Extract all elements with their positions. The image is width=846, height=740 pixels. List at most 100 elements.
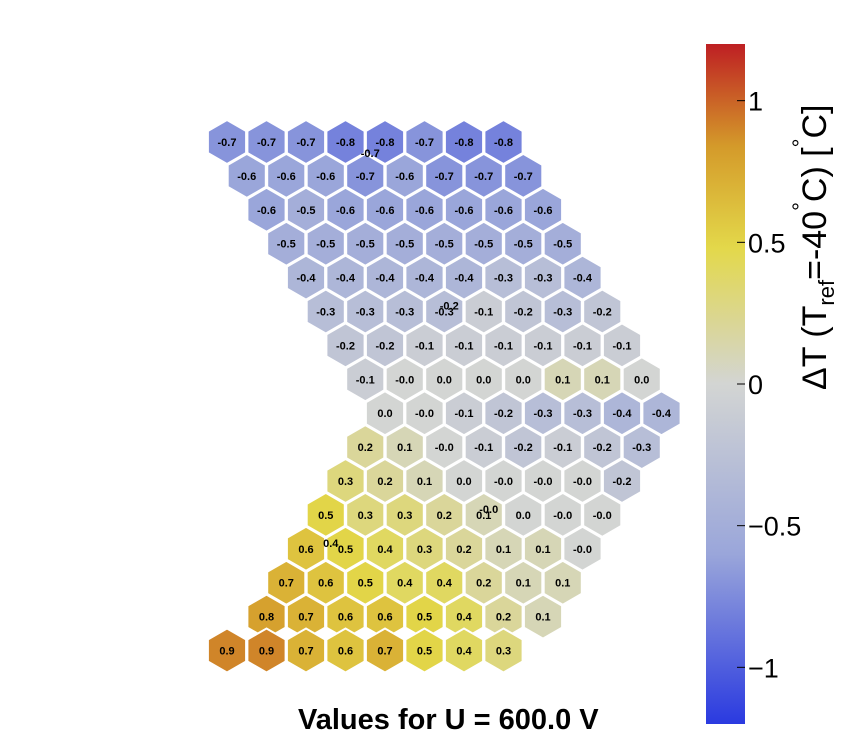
cell-value-label: 0.5 [338, 544, 353, 556]
cell-value-label: -0.7 [297, 137, 316, 149]
cell-value-label: -0.7 [514, 171, 533, 183]
cell-value-label: 0.3 [358, 510, 373, 522]
cell-value-label: -0.6 [534, 205, 553, 217]
hex-cell [206, 118, 248, 166]
hex-cell [424, 491, 465, 539]
cell-value-label: 0.6 [377, 612, 392, 624]
hex-cell [443, 118, 485, 166]
hex-cell [305, 559, 346, 606]
cell-value-label: -0.0 [593, 510, 612, 522]
cell-value-label: -0.3 [356, 307, 375, 319]
hex-cell [463, 356, 504, 403]
hex-cell [364, 457, 406, 505]
hex-cell [424, 559, 465, 606]
cell-value-label: -0.2 [494, 408, 513, 420]
hex-cell [522, 525, 564, 572]
hex-cell [483, 186, 524, 233]
cell-value-label: -0.3 [632, 442, 651, 454]
chart-caption: Values for U = 600.0 V [298, 704, 599, 736]
hex-cell [483, 390, 524, 437]
cell-value-label: -0.5 [435, 239, 454, 251]
cell-value-label: -0.3 [435, 307, 454, 319]
cell-value-label: 0.5 [318, 510, 333, 522]
hex-cell [325, 525, 366, 572]
cell-value-label: 0.1 [555, 374, 570, 386]
cell-value-label: -0.2 [613, 476, 632, 488]
hex-cell [503, 491, 544, 539]
hex-cell [582, 356, 623, 403]
hex-cell [404, 457, 445, 505]
cell-value-label: 0.1 [397, 442, 412, 454]
cell-value-label: -0.6 [277, 171, 296, 183]
hex-cell [443, 186, 485, 233]
hex-cell [305, 220, 346, 267]
cell-value-label: -0.3 [395, 307, 414, 319]
cell-value-label: 0.4 [437, 578, 453, 590]
cell-value-label: 0.2 [496, 612, 511, 624]
hex-cell [483, 118, 524, 166]
cell-value-label: -0.8 [494, 137, 513, 149]
svg-text:ΔT (Tref=-40°C) [°C]: ΔT (Tref=-40°C) [°C] [788, 105, 839, 391]
colorbar-tick-label: −0.5 [748, 512, 801, 542]
hex-cell [503, 356, 544, 403]
cell-value-label: -0.4 [455, 273, 475, 285]
cell-value-label: 0.3 [417, 544, 432, 556]
hex-cell [463, 220, 504, 267]
cell-value-label: -0.7 [257, 137, 276, 149]
cell-value-label: 0.1 [535, 612, 550, 624]
colorbar-ticks: 1 0.5 0 −0.5 −1 [737, 87, 801, 683]
hex-cell [285, 627, 327, 674]
hex-cell [443, 627, 485, 674]
cell-value-label: -0.0 [395, 374, 414, 386]
colorbar-unit-end: C] [796, 105, 834, 139]
cell-value-label: -0.3 [316, 307, 335, 319]
hex-cell [364, 525, 406, 572]
cell-value-label: -0.3 [553, 307, 572, 319]
hex-cell [206, 627, 248, 674]
cell-value-label: -0.3 [534, 408, 553, 420]
cell-value-label: 0.7 [298, 612, 313, 624]
cell-value-label: -0.2 [593, 307, 612, 319]
cell-value-label: -0.3 [534, 273, 553, 285]
hex-cell [345, 491, 386, 539]
cell-value-label: 0.0 [456, 476, 471, 488]
hex-cell [601, 322, 643, 369]
cell-value-label: -0.0 [573, 544, 592, 556]
hex-cell [424, 220, 465, 267]
hex-cell [562, 525, 603, 572]
colorbar-tick-label: 0 [748, 370, 763, 400]
hex-cell [325, 322, 366, 369]
cell-value-label: 0.2 [456, 544, 471, 556]
hex-cell [384, 559, 425, 606]
cell-value-label: 0.0 [377, 408, 392, 420]
hex-cell [424, 423, 465, 471]
hex-cell [483, 525, 524, 572]
extra-value-label: -0.7 [361, 148, 380, 160]
cell-value-label: -0.1 [534, 340, 553, 352]
hex-cell [384, 356, 425, 403]
cell-value-label: -0.1 [494, 340, 513, 352]
colorbar-title-tail: =-40 [796, 211, 834, 280]
hex-cell [562, 457, 603, 505]
hex-cell [325, 186, 366, 233]
hex-cell [522, 593, 564, 640]
hex-cell [582, 288, 623, 335]
cell-value-label: 0.7 [298, 646, 313, 658]
hex-cell [562, 390, 603, 437]
cell-value-label: 0.2 [476, 578, 491, 590]
cell-value-label: -0.0 [553, 510, 572, 522]
value-labels: -0.7 -0.7 -0.7 -0.8 -0.8 -0.7 -0.8 -0.8-0.6 -0.6… [218, 137, 672, 658]
hex-cell [345, 288, 386, 335]
cell-value-label: 0.5 [358, 578, 373, 590]
cell-value-label: 0.3 [338, 476, 353, 488]
hex-cell [364, 627, 406, 674]
hex-cell [325, 627, 366, 674]
hex-cell [483, 322, 524, 369]
cell-value-label: -0.6 [316, 171, 335, 183]
cell-value-label: 0.2 [358, 442, 373, 454]
cell-value-label: -0.2 [336, 340, 355, 352]
cell-value-label: -0.5 [297, 205, 316, 217]
cell-value-label: 0.1 [496, 544, 511, 556]
hex-cell [522, 186, 564, 233]
hex-cell [325, 457, 366, 505]
